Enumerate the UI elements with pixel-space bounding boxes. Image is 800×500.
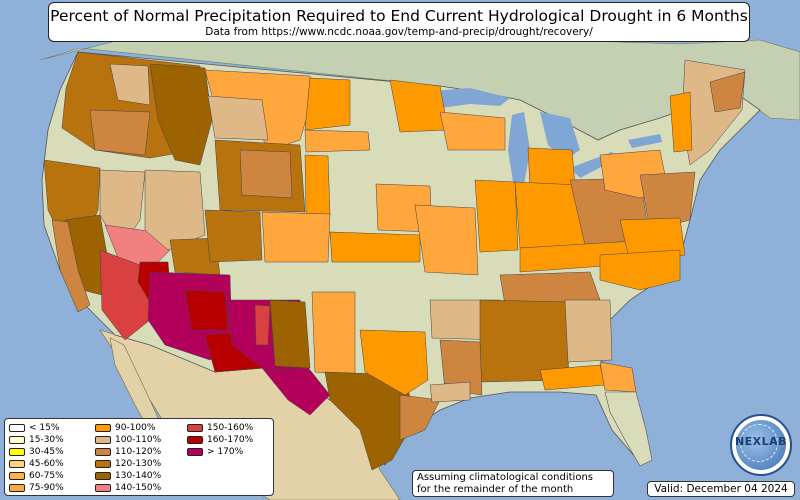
- region-arizona-deep: [184, 289, 229, 331]
- map-title: Percent of Normal Precipitation Required…: [50, 7, 748, 25]
- legend-swatch: [95, 424, 111, 432]
- region-minnesota: [389, 79, 449, 133]
- region-idaho-montana-high: [149, 63, 213, 166]
- legend-item: 100-110%: [95, 434, 187, 446]
- region-michigan: [527, 147, 576, 189]
- legend-swatch: [9, 472, 25, 480]
- legend-label: < 15%: [29, 423, 60, 433]
- region-texas-gulf: [399, 394, 441, 441]
- legend-item: 110-120%: [95, 446, 187, 458]
- logo-ring: [740, 424, 778, 462]
- region-mid-atlantic: [639, 171, 696, 231]
- legend-swatch: [187, 436, 203, 444]
- legend-swatch: [95, 484, 111, 492]
- legend-item: 160-170%: [187, 434, 271, 446]
- assumption-note: Assuming climatological conditions for t…: [412, 470, 614, 497]
- region-louisiana: [439, 339, 483, 396]
- florida-land: [604, 391, 653, 467]
- region-colorado-west: [204, 209, 263, 263]
- lake-huron: [540, 112, 580, 160]
- legend-swatch: [9, 424, 25, 432]
- title-box: Percent of Normal Precipitation Required…: [48, 2, 750, 42]
- region-new-mexico-east: [269, 299, 311, 369]
- lake-michigan: [508, 112, 530, 188]
- logo-text: NEXLAB: [734, 435, 788, 448]
- region-dakota-mid: [304, 129, 371, 153]
- legend-swatch: [95, 436, 111, 444]
- region-west-texas: [261, 367, 331, 416]
- region-texas-panhandle: [311, 291, 356, 376]
- region-new-england-east: [709, 71, 746, 113]
- region-carolinas: [599, 249, 681, 291]
- legend-item: 140-150%: [95, 482, 187, 494]
- nexlab-logo: NEXLAB: [730, 414, 792, 476]
- region-oregon-inland: [89, 109, 151, 156]
- note-line-1: Assuming climatological conditions: [417, 472, 593, 483]
- region-montana-central: [207, 95, 269, 141]
- legend-label: 150-160%: [207, 423, 254, 433]
- valid-date: Valid: December 04 2024: [647, 481, 795, 497]
- region-alabama-georgia: [564, 299, 613, 363]
- legend-item: 130-140%: [95, 470, 187, 482]
- legend-swatch: [9, 436, 25, 444]
- legend-label: 75-90%: [29, 483, 64, 493]
- legend-label: 110-120%: [115, 447, 162, 457]
- region-ny-orange: [669, 91, 693, 153]
- legend-label: 100-110%: [115, 435, 162, 445]
- region-kansas: [329, 231, 421, 263]
- legend-item: 75-90%: [9, 482, 95, 494]
- region-wyoming-central: [239, 149, 293, 199]
- legend-swatch: [9, 484, 25, 492]
- legend: < 15% 15-30% 30-45% 45-60% 60-75% 75-90% 90-10…: [4, 418, 274, 496]
- legend-item: < 15%: [9, 422, 95, 434]
- legend-item: 60-75%: [9, 470, 95, 482]
- region-illinois: [474, 179, 519, 253]
- region-wisconsin: [439, 111, 506, 151]
- legend-swatch: [95, 448, 111, 456]
- legend-item: 15-30%: [9, 434, 95, 446]
- region-oregon-east: [109, 63, 151, 106]
- legend-label: 60-75%: [29, 471, 64, 481]
- drought-regions: [43, 51, 746, 471]
- legend-item: 90-100%: [95, 422, 187, 434]
- lake-ontario: [628, 134, 662, 148]
- region-california-coast: [51, 219, 91, 313]
- legend-item: 45-60%: [9, 458, 95, 470]
- legend-item: > 170%: [187, 446, 271, 458]
- legend-label: > 170%: [207, 447, 244, 457]
- region-new-mexico-red: [254, 304, 271, 346]
- map-subtitle: Data from https://www.ncdc.noaa.gov/temp…: [205, 26, 593, 38]
- legend-swatch: [9, 448, 25, 456]
- region-iowa-missouri: [414, 204, 479, 276]
- legend-swatch: [95, 472, 111, 480]
- legend-label: 15-30%: [29, 435, 64, 445]
- legend-label: 30-45%: [29, 447, 64, 457]
- legend-swatch: [95, 460, 111, 468]
- legend-swatch: [9, 460, 25, 468]
- legend-label: 90-100%: [115, 423, 156, 433]
- legend-label: 120-130%: [115, 459, 162, 469]
- legend-item: 120-130%: [95, 458, 187, 470]
- note-line-2: for the remainder of the month: [417, 484, 574, 495]
- region-texas-tail: [429, 381, 471, 403]
- legend-label: 130-140%: [115, 471, 162, 481]
- legend-grid: < 15% 15-30% 30-45% 45-60% 60-75% 75-90% 90-10…: [9, 422, 271, 494]
- region-texas-north: [359, 329, 429, 396]
- legend-label: 45-60%: [29, 459, 64, 469]
- region-north-dakota-west: [304, 77, 351, 131]
- region-colorado-east: [261, 211, 331, 263]
- legend-label: 140-150%: [115, 483, 162, 493]
- legend-item: 30-45%: [9, 446, 95, 458]
- region-south-dakota-w: [304, 154, 331, 216]
- legend-swatch: [187, 448, 203, 456]
- legend-item: 150-160%: [187, 422, 271, 434]
- region-utah: [144, 169, 206, 251]
- legend-label: 160-170%: [207, 435, 254, 445]
- legend-swatch: [187, 424, 203, 432]
